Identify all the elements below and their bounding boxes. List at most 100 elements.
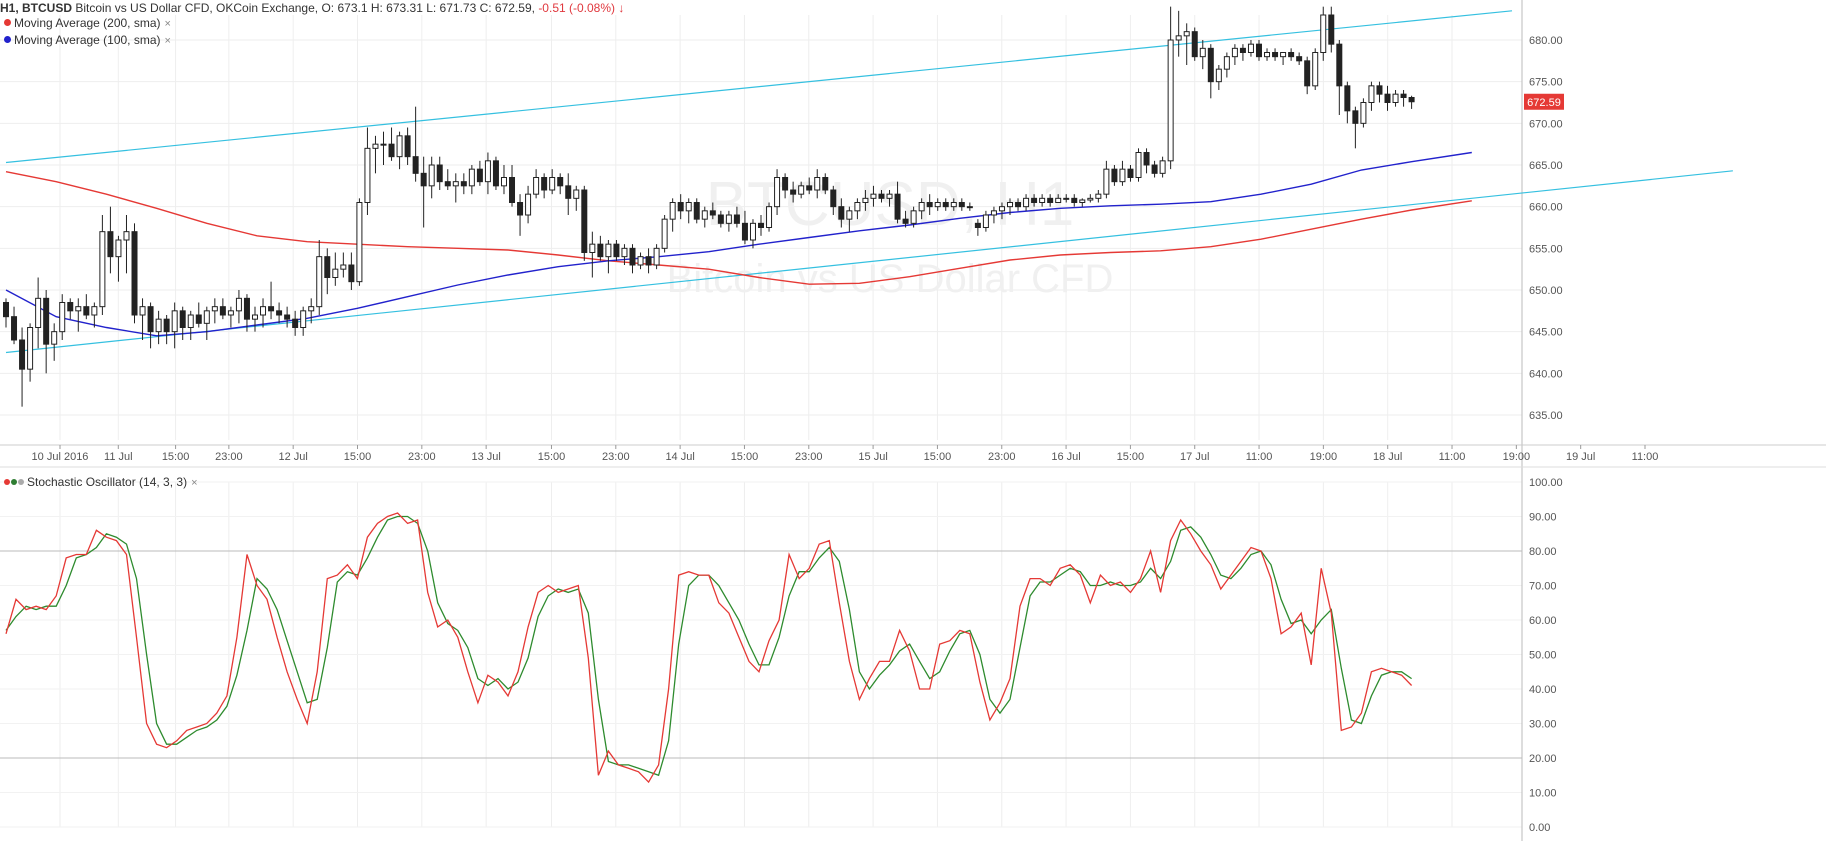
candle <box>1183 23 1190 65</box>
candle-body <box>11 316 18 341</box>
close-icon[interactable]: × <box>164 35 171 47</box>
candle <box>525 185 532 224</box>
candle <box>974 219 981 236</box>
x-tick-label: 11:00 <box>1632 451 1659 463</box>
candle-body <box>51 331 58 345</box>
candle <box>1408 95 1415 109</box>
candle <box>243 294 250 332</box>
candle-body <box>1023 197 1030 208</box>
candle-body <box>1280 52 1287 58</box>
candle <box>998 202 1005 220</box>
osc-y-tick-label: 60.00 <box>1529 615 1557 627</box>
y-tick-label: 650.00 <box>1529 285 1563 297</box>
candle <box>396 131 403 170</box>
x-tick-label: 13 Jul <box>471 451 500 463</box>
candle <box>1127 165 1134 182</box>
candle <box>1376 81 1383 103</box>
candle-body <box>59 302 66 333</box>
close-icon[interactable]: × <box>191 477 198 489</box>
candle-body <box>1312 52 1319 87</box>
candle <box>500 165 507 195</box>
candle-body <box>380 143 387 146</box>
candle-body <box>749 222 756 241</box>
candle-body <box>589 243 596 254</box>
symbol-label[interactable]: BTCUSD <box>22 1 73 15</box>
candle-body <box>163 318 170 333</box>
candle-body <box>227 310 234 316</box>
ohlc-values: O: 673.1 H: 673.31 L: 671.73 C: 672.59, <box>321 1 535 15</box>
x-tick-label: 11 Jul <box>104 451 133 463</box>
candle-body <box>1151 164 1158 174</box>
candle <box>749 219 756 249</box>
candle-body <box>958 202 965 208</box>
candle-body <box>525 193 532 216</box>
osc-y-tick-label: 70.00 <box>1529 581 1557 593</box>
candle-body <box>1119 168 1126 183</box>
candle-body <box>982 214 989 228</box>
candle-body <box>3 302 9 318</box>
candle <box>348 252 355 290</box>
x-tick-label: 15:00 <box>344 451 372 463</box>
candle <box>404 127 411 165</box>
candle <box>115 235 122 282</box>
candle <box>934 198 941 211</box>
candle <box>35 277 42 349</box>
osc-y-tick-label: 50.00 <box>1529 650 1557 662</box>
legend-ma100[interactable]: Moving Average (100, sma) × <box>4 32 171 49</box>
candle-body <box>1055 197 1062 203</box>
candle-body <box>741 222 748 241</box>
candle <box>43 290 50 374</box>
candle-body <box>356 202 363 283</box>
candle-body <box>870 193 877 199</box>
candle <box>1320 6 1327 61</box>
candle <box>741 210 748 245</box>
candle <box>163 315 170 345</box>
candle <box>790 181 797 203</box>
candle-body <box>468 168 475 187</box>
d-color-dot <box>11 479 17 485</box>
candle <box>1175 10 1182 57</box>
y-tick-label: 635.00 <box>1529 410 1563 422</box>
y-tick-label: 680.00 <box>1529 35 1563 47</box>
candle-body <box>597 243 604 258</box>
candle <box>268 281 275 320</box>
candle <box>179 306 186 340</box>
oscillator-label: Stochastic Oscillator (14, 3, 3) <box>27 475 188 489</box>
candle <box>364 127 371 215</box>
candle-body <box>509 177 516 203</box>
candle-body <box>717 214 724 224</box>
candle-body <box>581 189 588 253</box>
candle <box>990 206 997 224</box>
candle-body <box>1400 93 1407 98</box>
candle-body <box>629 247 636 266</box>
interval-label[interactable]: H1 <box>0 1 16 15</box>
legend-ma200[interactable]: Moving Average (200, sma) × <box>4 15 171 32</box>
candle-body <box>693 202 700 220</box>
candle-body <box>284 314 291 320</box>
candle <box>436 156 443 190</box>
candle-body <box>179 310 186 329</box>
candle <box>19 327 26 407</box>
candle <box>629 244 636 274</box>
oscillator-legend[interactable]: Stochastic Oscillator (14, 3, 3) × <box>4 474 198 491</box>
candle-body <box>517 202 524 216</box>
candle <box>1047 194 1054 207</box>
candle-body <box>966 206 973 209</box>
candle <box>621 244 628 265</box>
candle <box>340 252 347 278</box>
close-icon[interactable]: × <box>164 18 171 30</box>
candle <box>549 169 556 195</box>
candle-body <box>934 202 941 208</box>
candle-body <box>1239 47 1246 53</box>
candle-body <box>131 231 138 316</box>
candle <box>1071 194 1078 207</box>
candle-body <box>902 218 909 224</box>
candle-body <box>115 239 122 258</box>
candle <box>517 194 524 236</box>
candle <box>541 173 548 199</box>
candle <box>187 310 194 340</box>
candle-body <box>798 185 805 195</box>
candle-body <box>998 206 1005 212</box>
candle-body <box>155 318 162 333</box>
